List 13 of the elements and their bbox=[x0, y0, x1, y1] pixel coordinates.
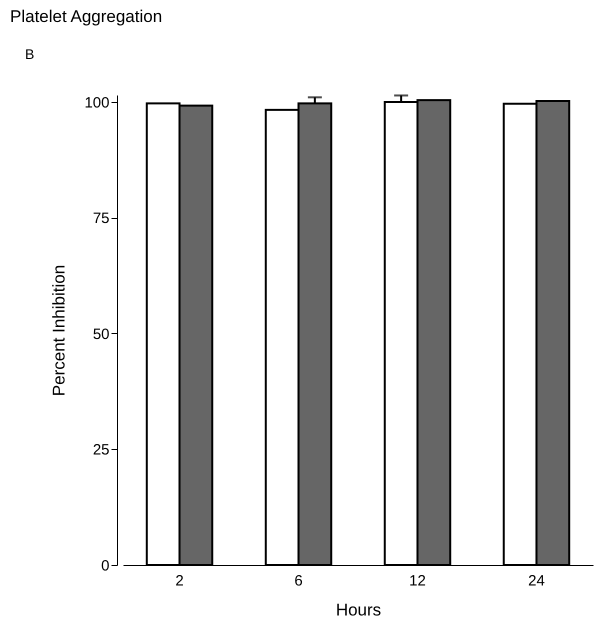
y-axis-title: Percent Inhibition bbox=[49, 264, 68, 396]
y-tick-label: 0 bbox=[101, 558, 110, 574]
y-tick-label: 100 bbox=[84, 94, 110, 112]
chart-title: Platelet Aggregation bbox=[10, 7, 162, 26]
x-tick-label: 12 bbox=[409, 572, 426, 590]
y-tick-label: 25 bbox=[92, 442, 110, 459]
x-tick-label: 2 bbox=[175, 572, 184, 590]
text: B bbox=[25, 46, 34, 62]
y-tick-label: 50 bbox=[92, 326, 110, 343]
y-tick-label: 75 bbox=[92, 210, 110, 228]
x-axis-title: Hours bbox=[336, 600, 382, 620]
x-tick-label: 24 bbox=[528, 572, 545, 590]
x-tick-label: 6 bbox=[294, 572, 303, 590]
